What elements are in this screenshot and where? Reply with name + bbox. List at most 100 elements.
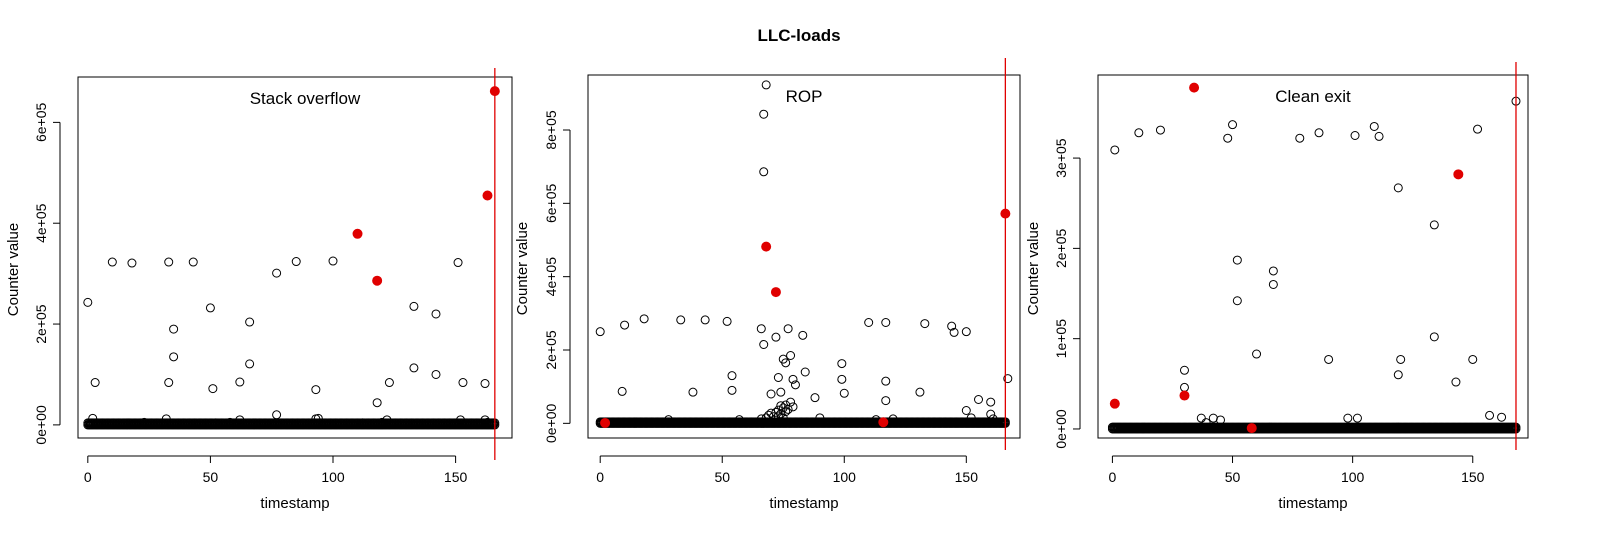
- highlight-point: [761, 241, 772, 252]
- x-tick-label: 0: [596, 469, 604, 485]
- data-point: [169, 324, 179, 334]
- highlight-point: [1189, 82, 1200, 93]
- data-point: [1003, 374, 1013, 384]
- data-point: [1324, 354, 1334, 364]
- plot-frame: [1097, 74, 1529, 439]
- data-point: [272, 268, 282, 278]
- y-tick-label: 0e+00: [33, 405, 49, 445]
- data-point: [949, 327, 959, 337]
- plot-frame: [587, 74, 1021, 439]
- data-point: [1228, 120, 1238, 130]
- data-point: [409, 301, 419, 311]
- data-point: [617, 386, 627, 396]
- data-point: [920, 319, 930, 329]
- data-point: [1343, 413, 1353, 423]
- data-point: [776, 387, 786, 397]
- data-point: [88, 413, 98, 423]
- data-point: [458, 378, 468, 388]
- highlight-point: [372, 275, 383, 286]
- y-tick-label: 4e+05: [543, 257, 559, 297]
- data-point: [1232, 296, 1242, 306]
- data-point: [1268, 279, 1278, 289]
- y-tick-label: 2e+05: [1053, 229, 1069, 269]
- data-point: [1374, 131, 1384, 141]
- data-point: [235, 415, 245, 425]
- data-point: [453, 258, 463, 268]
- data-point: [1179, 382, 1189, 392]
- data-point: [881, 318, 891, 327]
- data-point: [377, 417, 387, 427]
- data-point: [961, 327, 971, 337]
- y-tick-label: 3e+05: [1053, 138, 1069, 178]
- data-point: [798, 330, 808, 340]
- data-point: [664, 415, 674, 425]
- data-point: [409, 363, 419, 373]
- y-axis-label: Counter value: [5, 223, 22, 316]
- data-point: [776, 401, 786, 411]
- data-point: [915, 387, 925, 397]
- y-tick-label: 6e+05: [33, 103, 49, 143]
- y-tick-label: 2e+05: [33, 304, 49, 344]
- y-tick-label: 1e+05: [1053, 319, 1069, 359]
- data-point: [786, 397, 796, 407]
- x-tick-label: 100: [1341, 469, 1365, 485]
- panel-1: Stack overflow 0 50 100 150 timestamp 0e+00 2e+…: [5, 68, 513, 512]
- data-point: [291, 257, 301, 267]
- x-tick-label: 150: [444, 469, 468, 485]
- data-point: [1468, 354, 1478, 364]
- data-point: [1451, 377, 1461, 387]
- data-point: [1429, 220, 1439, 230]
- highlight-point: [352, 228, 363, 239]
- data-point: [881, 376, 891, 386]
- data-point: [1396, 354, 1406, 364]
- data-point: [169, 352, 179, 362]
- data-point: [722, 316, 732, 326]
- x-tick-label: 0: [1109, 469, 1117, 485]
- data-point: [781, 407, 791, 417]
- data-point: [864, 318, 874, 327]
- y-tick-label: 2e+05: [543, 330, 559, 370]
- y-tick-label: 4e+05: [33, 203, 49, 243]
- y-tick-label: 8e+05: [543, 110, 559, 150]
- panel-3: Clean exit 0 50 100 150 timestamp 0e+00 1e+05 2e…: [1025, 62, 1529, 512]
- x-tick-label: 100: [321, 469, 345, 485]
- data-point: [107, 257, 117, 267]
- data-point: [311, 385, 321, 395]
- data-point: [986, 397, 996, 407]
- data-point: [786, 351, 796, 360]
- data-point: [1268, 266, 1278, 276]
- data-point: [974, 395, 984, 404]
- x-tick-label: 50: [714, 469, 730, 485]
- data-point: [966, 413, 976, 423]
- y-tick-label: 0e+00: [543, 403, 559, 443]
- data-point: [756, 414, 766, 424]
- data-point: [139, 417, 149, 427]
- data-point: [639, 314, 649, 324]
- data-point: [727, 371, 737, 381]
- data-point: [1350, 131, 1360, 140]
- data-point: [1201, 418, 1211, 428]
- data-point: [688, 387, 698, 397]
- data-point: [1295, 133, 1305, 143]
- data-point: [1497, 412, 1507, 422]
- data-point: [164, 257, 174, 267]
- data-point: [1352, 413, 1362, 423]
- data-point: [761, 80, 771, 90]
- figure-title: LLC-loads: [757, 26, 841, 45]
- data-point: [205, 303, 215, 313]
- panel-title: ROP: [786, 87, 823, 106]
- data-point: [815, 413, 825, 423]
- data-point: [595, 327, 605, 337]
- data-point: [313, 413, 323, 423]
- highlight-point: [1109, 398, 1120, 409]
- data-point: [384, 378, 394, 388]
- data-point: [620, 320, 630, 330]
- data-point: [1232, 255, 1242, 265]
- y-axis-label: Counter value: [1025, 222, 1042, 315]
- data-point: [1155, 125, 1165, 135]
- data-point: [1208, 413, 1218, 423]
- data-point: [431, 369, 441, 379]
- data-point: [188, 257, 198, 267]
- data-point: [1223, 133, 1233, 143]
